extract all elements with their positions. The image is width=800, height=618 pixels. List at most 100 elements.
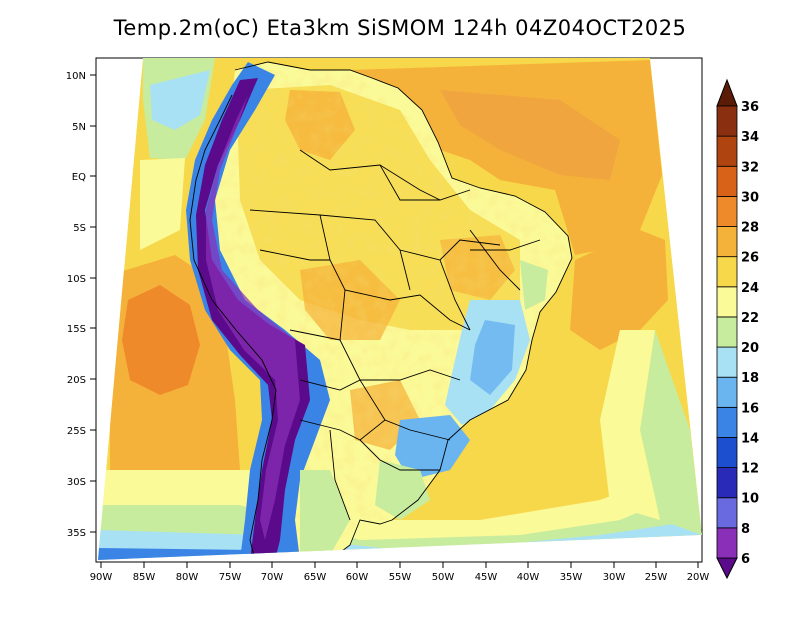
colorbar-box — [716, 105, 738, 137]
lon-tick: 40W — [517, 562, 540, 583]
colorbar-label: 30 — [741, 190, 759, 205]
lon-tick: 60W — [346, 562, 369, 583]
lon-label: 80W — [176, 572, 199, 583]
colorbar-box — [716, 286, 738, 318]
lon-label: 35W — [560, 572, 583, 583]
lat-axis: 10N 5N EQ 5S 10S 15S 20S 25S 30S 35S — [66, 71, 96, 539]
lon-tick: 75W — [219, 562, 241, 583]
colorbar-box — [716, 437, 738, 469]
lat-tick: 15S — [67, 324, 96, 335]
highlands-south-pale — [375, 460, 430, 520]
lat-label: 15S — [67, 324, 86, 335]
colorbar-label: 24 — [741, 281, 759, 296]
colorbar-label: 36 — [741, 100, 759, 115]
colorbar-box — [716, 226, 738, 258]
pacific-cooler-coast — [150, 70, 210, 130]
map-title: Temp.2m(oC) Eta3km SiSMOM 124h 04Z04OCT2… — [113, 16, 687, 40]
colorbar-label: 6 — [741, 552, 750, 567]
lat-label: 10N — [66, 71, 86, 82]
lat-label: 5N — [72, 122, 86, 133]
lat-tick: 35S — [67, 528, 96, 539]
lat-tick: EQ — [72, 172, 96, 183]
lat-tick: 5S — [73, 223, 96, 234]
colorbar-label: 28 — [741, 221, 759, 236]
colorbar-label: 16 — [741, 401, 759, 416]
lon-label: 45W — [475, 572, 498, 583]
lon-tick: 55W — [389, 562, 412, 583]
pacific-cooler-coast-2 — [140, 158, 185, 250]
west-coastline — [189, 94, 277, 560]
colorbar-box — [716, 497, 738, 529]
lon-label: 55W — [389, 572, 412, 583]
atlantic-southeast-pale — [600, 330, 660, 520]
lat-tick: 10N — [66, 71, 96, 82]
lon-tick: 20W — [687, 562, 710, 583]
border-states — [329, 164, 541, 521]
andes-patagonia-green — [300, 470, 350, 555]
lon-label: 60W — [346, 572, 369, 583]
colorbar-box — [716, 527, 738, 559]
colorbar-box — [716, 376, 738, 408]
lon-tick: 35W — [560, 562, 583, 583]
colorbar-label: 8 — [741, 522, 750, 537]
lat-label: 5S — [73, 223, 86, 234]
lon-label: 65W — [304, 572, 327, 583]
colorbar-extend-high — [716, 78, 738, 107]
colorbar-label: 32 — [741, 160, 759, 175]
lat-tick: 5N — [72, 122, 96, 133]
lon-label: 20W — [687, 572, 710, 583]
lon-label: 85W — [133, 572, 156, 583]
colorbar-label: 20 — [741, 341, 759, 356]
colorbar-box — [716, 467, 738, 499]
lat-label: 35S — [67, 528, 86, 539]
lon-label: 40W — [517, 572, 540, 583]
lon-tick: 65W — [304, 562, 327, 583]
lat-tick: 30S — [67, 477, 96, 488]
colorbar-box — [716, 135, 738, 167]
lon-tick: 85W — [133, 562, 156, 583]
colorbar-label: 26 — [741, 251, 759, 266]
lat-tick: 25S — [67, 426, 96, 437]
colorbar-label: 34 — [741, 130, 759, 145]
lon-label: 90W — [90, 572, 113, 583]
andes-purple-mid — [206, 95, 300, 540]
lon-label: 30W — [603, 572, 626, 583]
atlantic-warm-south — [570, 230, 668, 350]
colorbar-box — [716, 195, 738, 227]
atlantic-southeast-green — [640, 330, 702, 535]
lon-tick: 90W — [90, 562, 113, 583]
lon-label: 50W — [432, 572, 455, 583]
colorbar-box — [716, 165, 738, 197]
lat-tick: 10S — [67, 274, 96, 285]
colorbar-label: 14 — [741, 431, 759, 446]
colorbar-label: 18 — [741, 371, 759, 386]
atlantic-warm-region — [350, 60, 662, 255]
colorbar-box — [716, 316, 738, 348]
lon-tick: 25W — [645, 562, 668, 583]
colorbar-label: 22 — [741, 311, 759, 326]
atlantic-warm-core — [440, 90, 620, 180]
lon-tick: 70W — [261, 562, 284, 583]
colorbar-label: 10 — [741, 492, 759, 507]
lat-tick: 20S — [67, 375, 96, 386]
lon-tick: 45W — [475, 562, 498, 583]
colorbar-box — [716, 406, 738, 438]
lat-label: 30S — [67, 477, 86, 488]
colorbar-box — [716, 256, 738, 288]
highlands-southeast-core — [470, 320, 515, 395]
lat-label: EQ — [72, 172, 86, 183]
lon-label: 25W — [645, 572, 668, 583]
lat-label: 20S — [67, 375, 86, 386]
lon-label: 70W — [261, 572, 284, 583]
lat-label: 10S — [67, 274, 86, 285]
lat-label: 25S — [67, 426, 86, 437]
lon-tick: 30W — [603, 562, 626, 583]
boundaries — [189, 61, 573, 560]
colorbar: 6 8 10 12 14 16 18 20 22 24 26 28 30 32 34 36 — [716, 78, 759, 580]
pacific-hot-core — [122, 285, 200, 395]
lon-tick: 50W — [432, 562, 455, 583]
highlands-northeast — [520, 260, 548, 310]
colorbar-label: 12 — [741, 462, 759, 477]
colorbar-box — [716, 346, 738, 378]
